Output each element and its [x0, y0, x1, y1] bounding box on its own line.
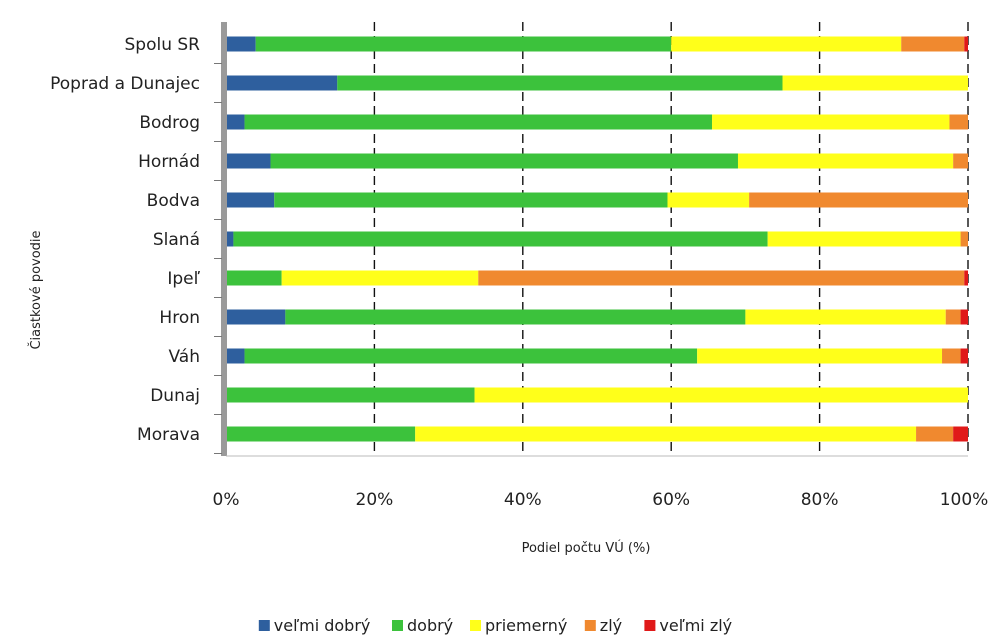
- legend-swatch: [392, 620, 403, 631]
- legend-swatch: [644, 620, 656, 631]
- bar-segment: [945, 309, 961, 325]
- bar-segment: [274, 192, 668, 208]
- bar-segment: [285, 309, 746, 325]
- bar-segment: [226, 309, 286, 325]
- bar-segment: [244, 348, 698, 364]
- legend-label: dobrý: [407, 616, 453, 635]
- bar-segment: [233, 231, 768, 247]
- bar-segment: [478, 270, 965, 286]
- category-label: Hron: [159, 308, 200, 328]
- bar-segment: [337, 75, 783, 91]
- category-label: Morava: [137, 425, 200, 445]
- category-label: Bodrog: [139, 113, 200, 133]
- bar-segment: [782, 75, 968, 91]
- bar-segment: [960, 348, 968, 364]
- bar-segment: [916, 426, 954, 442]
- bar-segment: [255, 36, 672, 52]
- bar-segment: [281, 270, 479, 286]
- legend-swatch: [584, 620, 596, 631]
- bar-segment: [767, 231, 961, 247]
- bar-segment: [474, 387, 968, 403]
- category-label: Váh: [168, 347, 200, 367]
- legend-label: priemerný: [485, 616, 567, 635]
- x-tick-label: 60%: [652, 490, 690, 510]
- legend-label: veľmi dobrý: [274, 616, 371, 635]
- bar-segment: [226, 192, 275, 208]
- bar-segment: [737, 153, 954, 169]
- bar-segment: [712, 114, 950, 130]
- bar-segment: [953, 153, 968, 169]
- bar-segment: [960, 309, 968, 325]
- bar-segment: [964, 270, 968, 286]
- bar-segment: [415, 426, 917, 442]
- x-tick-label: 20%: [356, 490, 394, 510]
- bar-segment: [745, 309, 946, 325]
- bar-segment: [226, 387, 475, 403]
- bar-segment: [226, 348, 245, 364]
- category-label: Ipeľ: [167, 269, 200, 289]
- bars: [226, 36, 968, 442]
- bar-segment: [901, 36, 965, 52]
- bar-segment: [226, 36, 256, 52]
- bar-segment: [667, 192, 750, 208]
- bar-segment: [226, 426, 416, 442]
- y-axis-title: Čiastkové povodie: [28, 230, 44, 349]
- legend-swatch: [470, 620, 481, 631]
- bar-segment: [949, 114, 968, 130]
- bar-segment: [226, 114, 245, 130]
- bar-segment: [226, 75, 338, 91]
- legend-label: veľmi zlý: [659, 616, 732, 635]
- category-label: Dunaj: [150, 386, 200, 406]
- legend-swatch: [258, 620, 270, 631]
- bar-segment: [953, 426, 968, 442]
- bar-segment: [671, 36, 902, 52]
- legend-label: zlý: [600, 616, 622, 635]
- x-tick-label: 40%: [504, 490, 542, 510]
- bar-segment: [270, 153, 738, 169]
- legend: veľmi dobrý dobrý priemerný zlý veľmi zlý: [258, 616, 732, 635]
- bar-segment: [226, 153, 271, 169]
- bar-segment: [226, 270, 282, 286]
- bar-segment: [964, 36, 968, 52]
- bar-segment: [749, 192, 968, 208]
- bar-segment: [942, 348, 961, 364]
- category-label: Bodva: [147, 191, 200, 211]
- x-tick-label: 0%: [213, 490, 240, 510]
- category-label: Spolu SR: [125, 35, 201, 55]
- category-label: Slaná: [153, 230, 200, 250]
- bar-segment: [697, 348, 943, 364]
- bar-segment: [960, 231, 968, 247]
- x-tick-label: 80%: [801, 490, 839, 510]
- bar-segment: [226, 231, 234, 247]
- x-axis-title: Podiel počtu VÚ (%): [522, 540, 651, 556]
- x-tick-label: 100%: [940, 490, 989, 510]
- y-axis-line: [221, 22, 227, 456]
- category-label: Poprad a Dunajec: [50, 74, 200, 94]
- category-label: Hornád: [138, 152, 200, 172]
- bar-segment: [244, 114, 713, 130]
- x-tick-labels: 0% 20% 40% 60% 80% 100%: [213, 490, 989, 510]
- category-labels: Spolu SR Poprad a Dunajec Bodrog Hornád Bodv…: [50, 35, 200, 445]
- axes: [214, 22, 968, 457]
